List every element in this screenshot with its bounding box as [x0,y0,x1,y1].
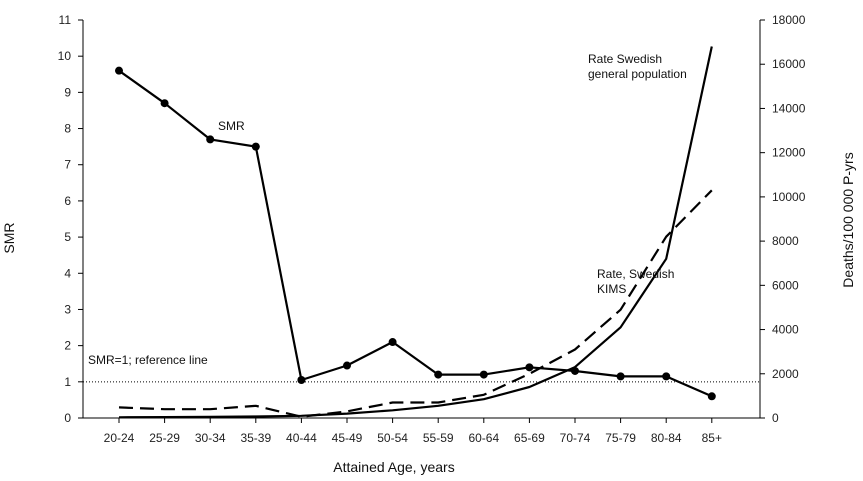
smr-point [297,376,306,385]
right-tick-label: 18000 [772,13,806,27]
smr-point [662,372,671,381]
left-tick-label: 8 [64,122,71,136]
annotation-text: Rate, Swedish [597,267,674,281]
x-tick-label: 30-34 [195,431,226,445]
left-tick-label: 4 [64,266,71,280]
left-tick-label: 10 [58,49,72,63]
x-tick-label: 25-29 [149,431,180,445]
left-tick-label: 0 [64,411,71,425]
smr-point [251,142,260,151]
right-tick-label: 2000 [772,367,799,381]
smr-point [434,370,443,379]
left-tick-label: 7 [64,158,71,172]
left-tick-label: 2 [64,339,71,353]
annotation-text: general population [588,67,687,81]
series-line-0 [118,69,713,398]
right-tick-label: 16000 [772,57,806,71]
smr-point [479,370,488,379]
smr-point [206,135,215,144]
x-tick-label: 40-44 [286,431,317,445]
reference-line-label: SMR=1; reference line [88,353,208,367]
x-tick-label: 50-54 [377,431,408,445]
right-tick-label: 10000 [772,190,806,204]
right-tick-label: 4000 [772,323,799,337]
right-tick-label: 0 [772,411,779,425]
left-tick-label: 11 [59,13,72,27]
smr-markers [115,66,716,401]
series-line-2 [118,189,713,418]
right-tick-label: 6000 [772,278,799,292]
x-tick-label: 85+ [702,431,722,445]
series-lines [83,46,760,419]
x-tick-label: 75-79 [605,431,636,445]
right-tick-label: 14000 [772,101,806,115]
annotation-text: SMR [218,119,245,133]
x-axis-ticks: 20-24 25-29 30-34 35-39 40-44 45-49 50-54 55-59… [104,418,722,445]
x-tick-label: 60-64 [468,431,499,445]
y-axis-title: SMR [1,222,17,253]
left-tick-label: 5 [64,230,71,244]
x-tick-label: 80-84 [651,431,682,445]
smr-point [616,372,625,381]
smr-point [115,66,123,75]
x-tick-label: 45-49 [332,431,363,445]
smr-point [525,363,534,372]
annotation-text: KIMS [597,282,626,296]
right-axis-ticks: 0 2000 4000 6000 8000 10000 12000 14000 16000 180… [760,13,806,425]
x-tick-label: 70-74 [560,431,591,445]
x-tick-label: 35-39 [240,431,271,445]
left-axis-ticks: 0 1 2 3 4 5 6 7 8 9 10 11 [58,13,83,425]
smr-point [571,366,579,375]
series-line-1 [118,46,713,419]
x-tick-label: 20-24 [104,431,135,445]
smr-point [160,99,169,108]
right-tick-label: 8000 [772,234,799,248]
left-tick-label: 6 [64,194,71,208]
left-tick-label: 9 [64,85,71,99]
left-tick-label: 1 [64,375,71,389]
x-axis-title: Attained Age, years [333,459,454,475]
x-tick-label: 55-59 [423,431,454,445]
left-tick-label: 3 [64,302,71,316]
right-tick-label: 12000 [772,146,806,160]
smr-point [707,392,716,401]
smr-point [388,338,397,347]
smr-point [343,361,351,370]
annotation-text: Rate Swedish [588,52,662,66]
y2-axis-title: Deaths/100 000 P-yrs [840,152,856,287]
x-tick-label: 65-69 [514,431,545,445]
